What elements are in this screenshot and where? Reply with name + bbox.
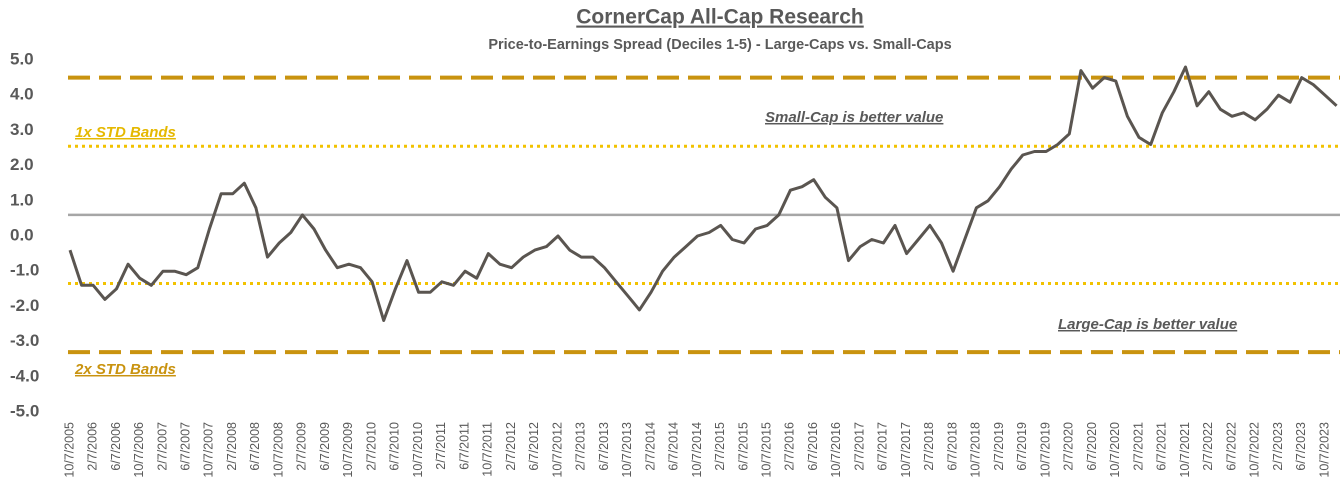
x-tick-label: 2/7/2014 (643, 422, 657, 471)
x-tick-label: 2/7/2015 (713, 422, 727, 471)
x-tick-label: 10/7/2008 (271, 422, 285, 478)
x-tick-label: 2/7/2017 (852, 422, 866, 471)
x-tick-label: 2/7/2022 (1201, 422, 1215, 471)
x-tick-label: 2/7/2010 (364, 422, 378, 471)
annotation: Small-Cap is better value (765, 109, 943, 126)
y-tick-label: -5.0 (10, 401, 39, 420)
x-tick-label: 6/7/2010 (388, 422, 402, 471)
x-tick-label: 6/7/2012 (527, 422, 541, 471)
x-tick-label: 10/7/2023 (1317, 422, 1331, 478)
x-tick-label: 6/7/2021 (1155, 422, 1169, 471)
x-tick-label: 2/7/2013 (574, 422, 588, 471)
x-tick-label: 10/7/2019 (1038, 422, 1052, 478)
y-tick-label: 0.0 (10, 225, 34, 244)
x-tick-label: 6/7/2018 (945, 422, 959, 471)
y-tick-label: -1.0 (10, 261, 39, 280)
x-tick-label: 6/7/2007 (178, 422, 192, 471)
y-tick-label: -3.0 (10, 331, 39, 350)
annotation: 1x STD Bands (75, 124, 176, 141)
x-tick-label: 2/7/2012 (504, 422, 518, 471)
y-tick-label: 4.0 (10, 85, 34, 104)
x-tick-label: 10/7/2010 (411, 422, 425, 478)
x-tick-label: 6/7/2017 (876, 422, 890, 471)
x-tick-label: 10/7/2014 (690, 422, 704, 478)
x-tick-label: 10/7/2007 (202, 422, 216, 478)
x-tick-label: 2/7/2021 (1131, 422, 1145, 471)
plot (68, 65, 1338, 322)
x-tick-label: 2/7/2018 (922, 422, 936, 471)
x-tick-label: 10/7/2015 (759, 422, 773, 478)
x-tick-label: 6/7/2023 (1294, 422, 1308, 471)
x-tick-label: 6/7/2020 (1085, 422, 1099, 471)
x-tick-label: 2/7/2009 (295, 422, 309, 471)
annotation: 2x STD Bands (74, 361, 176, 378)
x-tick-label: 10/7/2018 (969, 422, 983, 478)
x-tick-label: 6/7/2009 (318, 422, 332, 471)
data-line (68, 65, 1338, 322)
x-tick-label: 2/7/2011 (434, 422, 448, 470)
x-tick-label: 10/7/2020 (1108, 422, 1122, 478)
x-tick-label: 10/7/2016 (829, 422, 843, 478)
chart-title: CornerCap All-Cap Research (576, 6, 863, 29)
x-tick-label: 2/7/2019 (992, 422, 1006, 471)
x-tick-label: 6/7/2016 (806, 422, 820, 471)
y-tick-label: 5.0 (10, 49, 34, 68)
y-tick-label: -2.0 (10, 296, 39, 315)
x-tick-label: 2/7/2007 (155, 422, 169, 471)
x-tick-label: 6/7/2006 (109, 422, 123, 471)
x-tick-label: 10/7/2021 (1178, 422, 1192, 478)
x-tick-label: 10/7/2006 (132, 422, 146, 478)
x-tick-label: 10/7/2017 (899, 422, 913, 478)
x-tick-label: 10/7/2009 (341, 422, 355, 478)
y-tick-label: 1.0 (10, 190, 34, 209)
x-tick-label: 10/7/2022 (1248, 422, 1262, 478)
y-tick-label: 3.0 (10, 120, 34, 139)
y-tick-label: -4.0 (10, 366, 39, 385)
x-tick-label: 2/7/2020 (1062, 422, 1076, 471)
x-tick-label: 6/7/2011 (457, 422, 471, 470)
x-tick-label: 10/7/2005 (62, 422, 76, 478)
annotation: Large-Cap is better value (1058, 316, 1237, 333)
x-tick-label: 10/7/2012 (550, 422, 564, 478)
x-tick-label: 6/7/2013 (597, 422, 611, 471)
x-tick-label: 6/7/2015 (736, 422, 750, 471)
reference-lines (68, 75, 1340, 355)
x-tick-label: 6/7/2014 (667, 422, 681, 471)
x-tick-label: 2/7/2006 (86, 422, 100, 471)
x-tick-label: 6/7/2022 (1224, 422, 1238, 471)
chart-subtitle: Price-to-Earnings Spread (Deciles 1-5) -… (488, 37, 951, 53)
x-tick-label: 6/7/2008 (248, 422, 262, 471)
x-tick-label: 6/7/2019 (1015, 422, 1029, 471)
x-tick-label: 2/7/2008 (225, 422, 239, 471)
x-tick-label: 2/7/2016 (783, 422, 797, 471)
x-tick-label: 10/7/2011 (481, 422, 495, 477)
y-tick-label: 2.0 (10, 155, 34, 174)
x-tick-label: 2/7/2023 (1271, 422, 1285, 471)
x-tick-label: 10/7/2013 (620, 422, 634, 478)
